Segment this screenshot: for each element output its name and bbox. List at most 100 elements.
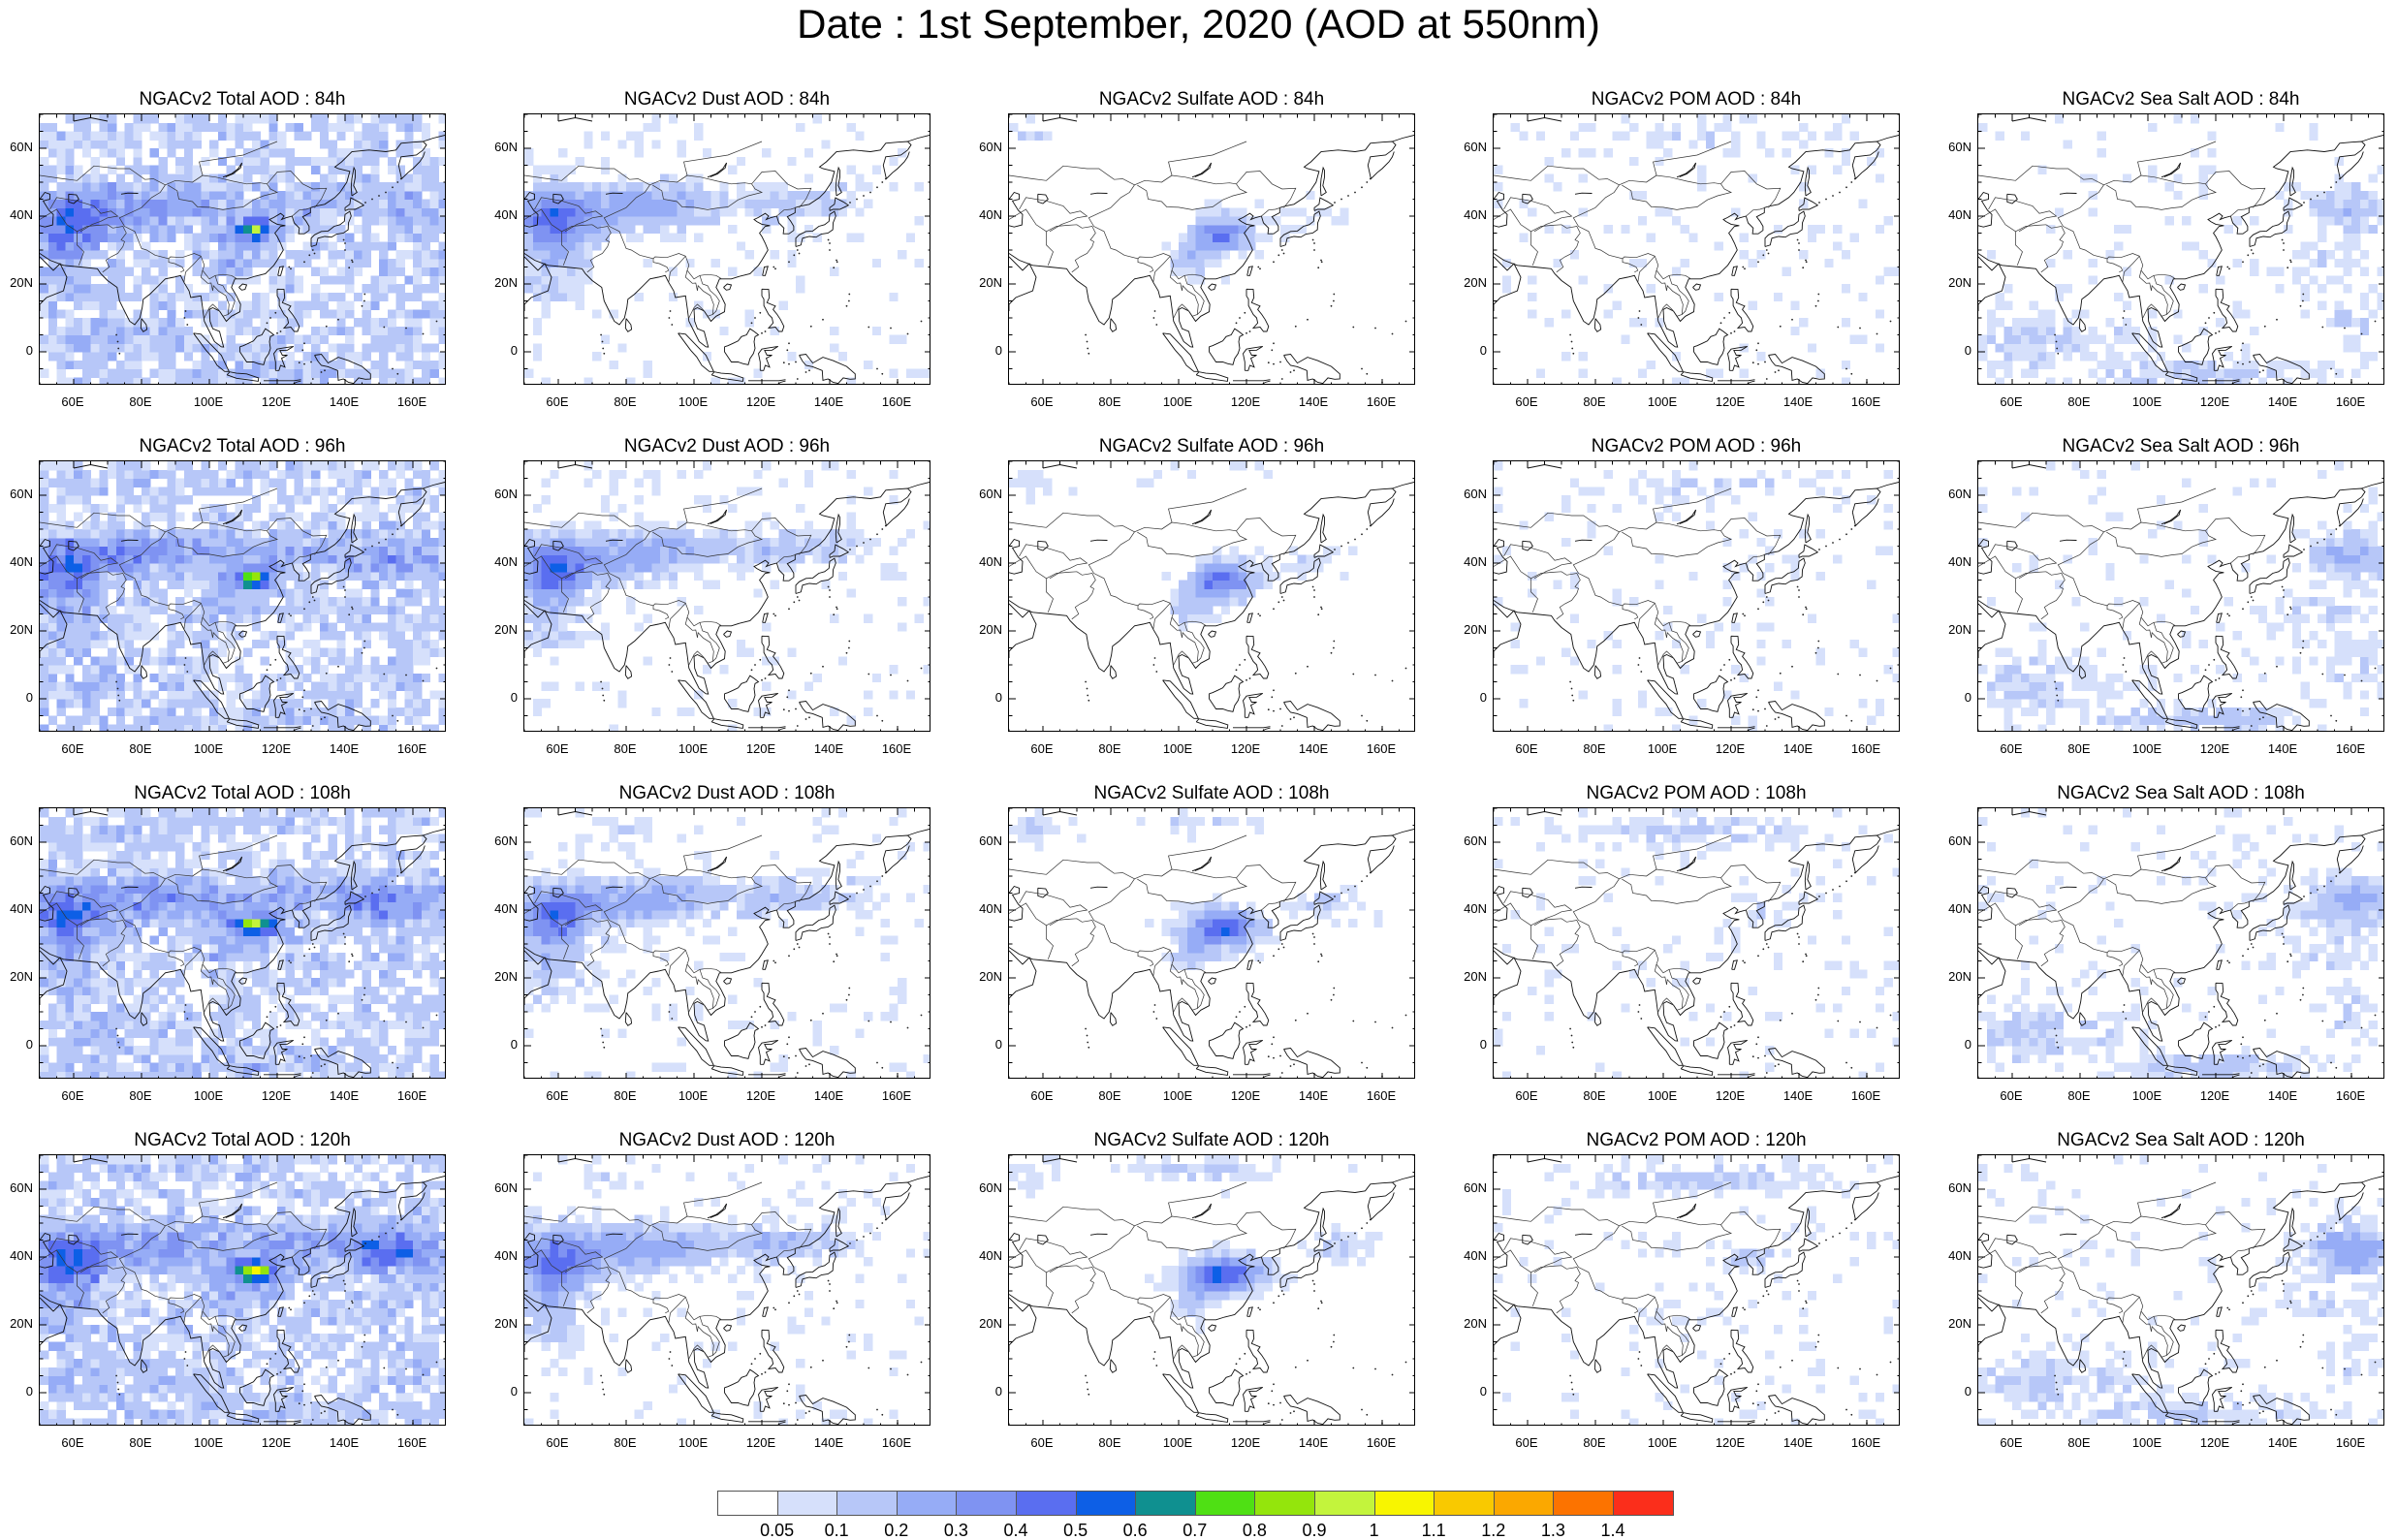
- aod-map: [524, 114, 930, 385]
- lat-tick-label: 0: [485, 1385, 518, 1399]
- lon-tick-label: 100E: [1643, 1436, 1682, 1450]
- lon-tick-label: 160E: [393, 395, 431, 409]
- panel-title: NGACv2 Sulfate AOD : 84h: [1008, 89, 1415, 110]
- map-frame: [1008, 460, 1415, 732]
- lon-tick-label: 160E: [877, 1436, 916, 1450]
- lat-tick-label: 20N: [969, 1317, 1002, 1331]
- aod-field: [1009, 808, 1383, 970]
- map-frame: [1008, 113, 1415, 385]
- lon-tick-label: 160E: [2331, 395, 2370, 409]
- lon-tick-label: 80E: [2060, 1436, 2098, 1450]
- lon-tick-label: 120E: [1711, 1436, 1750, 1450]
- lat-tick-label: 20N: [485, 623, 518, 637]
- colorbar-cell: [956, 1491, 1017, 1516]
- lon-tick-label: 80E: [2060, 395, 2098, 409]
- lat-tick-label: 60N: [485, 487, 518, 501]
- aod-colorbar: [717, 1491, 1674, 1518]
- lon-tick-label: 80E: [1575, 1436, 1614, 1450]
- lon-tick-label: 160E: [1362, 1436, 1401, 1450]
- lon-tick-label: 120E: [257, 395, 296, 409]
- lon-tick-label: 60E: [53, 1089, 92, 1103]
- map-frame: [1493, 460, 1900, 732]
- lon-tick-label: 140E: [1294, 1436, 1333, 1450]
- lon-tick-label: 60E: [1023, 1436, 1061, 1450]
- lat-tick-label: 20N: [969, 276, 1002, 290]
- lon-tick-label: 140E: [325, 1436, 363, 1450]
- aod-map: [40, 461, 446, 732]
- lat-tick-label: 60N: [1454, 141, 1487, 154]
- lat-tick-label: 20N: [0, 970, 33, 984]
- colorbar-cell: [897, 1491, 958, 1516]
- lat-tick-label: 60N: [485, 834, 518, 848]
- lat-tick-label: 20N: [1454, 970, 1487, 984]
- lon-tick-label: 140E: [1779, 1089, 1817, 1103]
- panel-title: NGACv2 POM AOD : 96h: [1493, 436, 1900, 457]
- lon-tick-label: 100E: [674, 1089, 712, 1103]
- map-frame: [1977, 807, 2384, 1079]
- lon-tick-label: 160E: [393, 1436, 431, 1450]
- lon-tick-label: 140E: [325, 1089, 363, 1103]
- colorbar-cell: [836, 1491, 898, 1516]
- lat-tick-label: 60N: [969, 1181, 1002, 1195]
- colorbar-label: 0.8: [1235, 1522, 1274, 1539]
- colorbar-cell: [1374, 1491, 1435, 1516]
- lat-tick-label: 0: [485, 1038, 518, 1052]
- panel-title: NGACv2 Sulfate AOD : 96h: [1008, 436, 1415, 457]
- lon-tick-label: 100E: [1643, 395, 1682, 409]
- lon-tick-label: 60E: [1992, 1089, 2031, 1103]
- lat-tick-label: 60N: [485, 141, 518, 154]
- colorbar-cell: [1076, 1491, 1137, 1516]
- lon-tick-label: 140E: [1779, 742, 1817, 756]
- aod-map: [524, 1155, 930, 1426]
- lat-tick-label: 0: [0, 691, 33, 705]
- map-frame: [39, 1154, 446, 1426]
- aod-map: [1009, 1155, 1415, 1426]
- lon-tick-label: 140E: [809, 1089, 848, 1103]
- aod-field: [1009, 114, 1349, 285]
- lon-tick-label: 80E: [1090, 395, 1129, 409]
- lat-tick-label: 60N: [969, 141, 1002, 154]
- lon-tick-label: 100E: [2128, 395, 2166, 409]
- lon-tick-label: 80E: [121, 395, 160, 409]
- colorbar-cell: [777, 1491, 838, 1516]
- colorbar-cell: [1195, 1491, 1256, 1516]
- lon-tick-label: 100E: [2128, 742, 2166, 756]
- lon-tick-label: 140E: [1294, 1089, 1333, 1103]
- lat-tick-label: 20N: [1939, 1317, 1971, 1331]
- lon-tick-label: 100E: [1643, 742, 1682, 756]
- lon-tick-label: 120E: [741, 395, 780, 409]
- lon-tick-label: 60E: [1507, 742, 1546, 756]
- coastlines: [1494, 812, 1900, 1080]
- lat-tick-label: 20N: [1454, 623, 1487, 637]
- lon-tick-label: 140E: [2263, 1436, 2302, 1450]
- lon-tick-label: 80E: [1575, 395, 1614, 409]
- colorbar-cell: [1314, 1491, 1375, 1516]
- lat-tick-label: 0: [0, 344, 33, 358]
- lon-tick-label: 80E: [606, 742, 645, 756]
- lon-tick-label: 160E: [1846, 1436, 1885, 1450]
- lon-tick-label: 120E: [1226, 1436, 1265, 1450]
- panel-title: NGACv2 Dust AOD : 84h: [523, 89, 930, 110]
- lat-tick-label: 60N: [969, 834, 1002, 848]
- lon-tick-label: 100E: [189, 395, 228, 409]
- lat-tick-label: 0: [1454, 1038, 1487, 1052]
- lon-tick-label: 100E: [674, 1436, 712, 1450]
- lon-tick-label: 160E: [877, 1089, 916, 1103]
- lon-tick-label: 60E: [53, 395, 92, 409]
- lat-tick-label: 40N: [969, 1249, 1002, 1263]
- aod-map: [1494, 114, 1900, 385]
- lon-tick-label: 100E: [1158, 395, 1197, 409]
- aod-map: [1494, 1155, 1900, 1426]
- lat-tick-label: 0: [969, 1038, 1002, 1052]
- lat-tick-label: 40N: [1454, 902, 1487, 916]
- lon-tick-label: 80E: [1575, 1089, 1614, 1103]
